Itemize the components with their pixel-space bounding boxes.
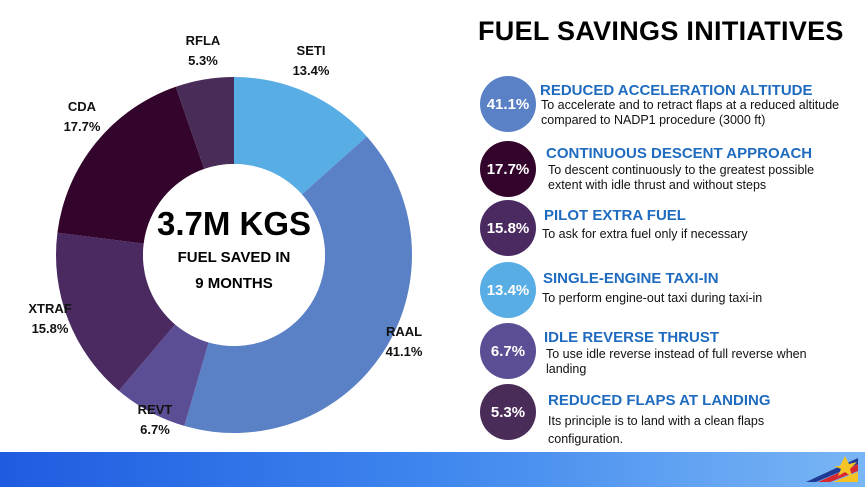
slice-seti	[234, 77, 367, 195]
slice-value-raal: 41.1%	[386, 344, 423, 359]
initiative-title: SINGLE-ENGINE TAXI-IN	[543, 270, 719, 287]
slice-label-rfla: RFLA	[186, 33, 221, 48]
slice-labels: SETI 13.4% RAAL 41.1% REVT 6.7% XTRAF 15.8% CDA 1…	[28, 33, 423, 437]
slice-rfla	[175, 77, 234, 169]
initiative-item: 13.4% SINGLE-ENGINE TAXI-IN To perform e…	[478, 262, 858, 322]
slice-raal	[184, 136, 412, 433]
initiative-desc: To use idle reverse instead of full reve…	[546, 347, 807, 376]
slice-label-raal: RAAL	[386, 324, 422, 339]
initiative-item: 6.7% IDLE REVERSE THRUST To use idle rev…	[478, 323, 858, 383]
donut-chart: SETI 13.4% RAAL 41.1% REVT 6.7% XTRAF 15.8% CDA 1…	[28, 33, 423, 437]
initiative-item: 17.7% CONTINUOUS DESCENT APPROACH To des…	[478, 141, 858, 201]
center-value: 3.7M KGS	[157, 205, 311, 242]
percent-badge: 13.4%	[480, 262, 536, 318]
initiative-item: 15.8% PILOT EXTRA FUEL To ask for extra …	[478, 200, 858, 260]
slice-label-xtraf: XTRAF	[28, 301, 71, 316]
slice-value-cda: 17.7%	[64, 119, 101, 134]
percent-badge: 17.7%	[480, 141, 536, 197]
initiative-item: 5.3% REDUCED FLAPS AT LANDING Its princi…	[478, 384, 858, 446]
footer-bar	[0, 452, 865, 487]
slice-label-revt: REVT	[138, 402, 173, 417]
slice-value-rfla: 5.3%	[188, 53, 218, 68]
slice-xtraf	[56, 232, 176, 391]
initiative-desc: Its principle is to land with a clean fl…	[548, 414, 765, 446]
center-line1: FUEL SAVED IN	[178, 249, 291, 266]
slice-value-revt: 6.7%	[140, 422, 170, 437]
slice-cda	[57, 86, 205, 244]
slice-value-seti: 13.4%	[293, 63, 330, 78]
slice-value-xtraf: 15.8%	[32, 321, 69, 336]
page-title: FUEL SAVINGS INITIATIVES	[478, 16, 844, 46]
initiative-title: REDUCED FLAPS AT LANDING	[548, 392, 771, 409]
percent-badge: 41.1%	[480, 76, 536, 132]
initiative-title: PILOT EXTRA FUEL	[544, 207, 686, 224]
percent-badge: 6.7%	[480, 323, 536, 379]
initiative-title: CONTINUOUS DESCENT APPROACH	[546, 145, 813, 162]
initiative-desc: To descent continuously to the greatest …	[548, 163, 815, 192]
initiative-desc: To ask for extra fuel only if necessary	[542, 227, 748, 241]
donut-hole	[143, 164, 325, 346]
initiative-title: REDUCED ACCELERATION ALTITUDE	[540, 82, 813, 99]
initiative-item: 41.1% REDUCED ACCELERATION ALTITUDE To a…	[478, 76, 858, 136]
donut-slices	[56, 77, 412, 433]
initiative-title: IDLE REVERSE THRUST	[544, 329, 720, 346]
slice-label-cda: CDA	[68, 99, 97, 114]
slice-revt	[118, 324, 209, 426]
initiative-desc: To perform engine-out taxi during taxi-i…	[542, 291, 763, 305]
slice-label-seti: SETI	[297, 43, 326, 58]
airline-logo-icon	[806, 456, 858, 482]
percent-badge: 5.3%	[480, 384, 536, 440]
percent-badge: 15.8%	[480, 200, 536, 256]
initiative-desc: To accelerate and to retract flaps at a …	[541, 98, 840, 127]
center-line2: 9 MONTHS	[195, 275, 273, 292]
